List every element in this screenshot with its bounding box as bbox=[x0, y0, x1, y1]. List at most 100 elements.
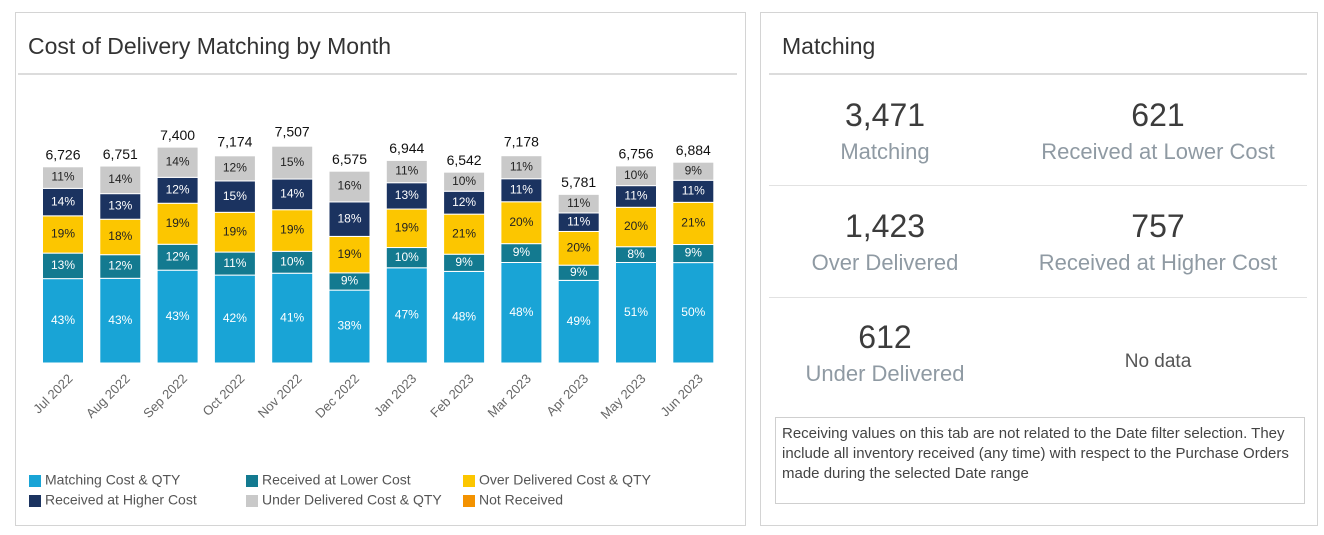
total-label: 6,756 bbox=[618, 146, 653, 162]
data-label: 47% bbox=[395, 308, 419, 322]
x-tick-label: Jul 2022 bbox=[30, 371, 75, 416]
data-label: 43% bbox=[51, 313, 75, 327]
bar-segment bbox=[557, 279, 600, 364]
x-tick-label: Oct 2022 bbox=[200, 371, 248, 419]
row-divider bbox=[769, 185, 1307, 186]
data-label: 12% bbox=[108, 259, 132, 273]
bar-segment bbox=[99, 277, 142, 364]
bar-segment bbox=[271, 209, 314, 252]
row-divider bbox=[769, 297, 1307, 298]
data-label: 42% bbox=[223, 311, 247, 325]
legend-swatch bbox=[29, 475, 41, 487]
data-label: 13% bbox=[395, 188, 419, 202]
data-label: 9% bbox=[685, 246, 703, 260]
total-label: 7,507 bbox=[275, 124, 310, 140]
no-data: No data bbox=[1124, 351, 1192, 372]
divider bbox=[769, 73, 1307, 75]
total-label: 5,781 bbox=[561, 174, 596, 190]
total-label: 7,174 bbox=[217, 133, 252, 149]
data-label: 11% bbox=[624, 189, 647, 203]
data-label: 21% bbox=[681, 216, 705, 230]
bar-segment bbox=[557, 230, 600, 266]
data-label: 11% bbox=[51, 170, 74, 184]
data-label: 9% bbox=[570, 265, 588, 279]
data-label: 11% bbox=[682, 183, 705, 197]
bar-segment bbox=[42, 278, 84, 364]
legend-label: Received at Lower Cost bbox=[262, 472, 411, 488]
data-label: 19% bbox=[337, 247, 361, 261]
x-tick-label: Jun 2023 bbox=[657, 371, 705, 419]
data-label: 48% bbox=[452, 309, 476, 323]
data-label: 16% bbox=[337, 179, 361, 193]
note: Receiving values on this tab are not rel… bbox=[775, 417, 1305, 504]
data-label: 11% bbox=[223, 256, 246, 270]
legend-label: Over Delivered Cost & QTY bbox=[479, 472, 652, 488]
legend-swatch bbox=[463, 495, 475, 507]
data-label: 10% bbox=[280, 254, 304, 268]
bar-segment bbox=[213, 274, 256, 364]
total-label: 6,575 bbox=[332, 151, 367, 167]
bar-segment bbox=[156, 269, 199, 364]
data-label: 14% bbox=[108, 172, 132, 186]
kpi-value: 3,471 bbox=[844, 97, 926, 133]
x-tick-label: Feb 2023 bbox=[427, 371, 476, 420]
bar-segment bbox=[213, 155, 256, 182]
total-label: 6,944 bbox=[389, 140, 424, 156]
kpi-value: 621 bbox=[1131, 97, 1185, 133]
bar-segment bbox=[99, 193, 142, 220]
x-tick-label: Sep 2022 bbox=[140, 371, 190, 421]
data-label: 11% bbox=[567, 214, 590, 228]
total-label: 6,726 bbox=[45, 146, 80, 162]
bar-segment bbox=[615, 206, 657, 248]
data-label: 49% bbox=[567, 314, 591, 328]
legend-swatch bbox=[246, 495, 258, 507]
data-label: 14% bbox=[51, 194, 75, 208]
data-label: 41% bbox=[280, 310, 304, 324]
data-label: 12% bbox=[166, 249, 190, 263]
legend-swatch bbox=[463, 475, 475, 487]
total-label: 6,542 bbox=[447, 152, 482, 168]
data-label: 19% bbox=[51, 227, 75, 241]
data-label: 8% bbox=[627, 247, 645, 261]
data-label: 19% bbox=[166, 216, 190, 230]
data-label: 43% bbox=[108, 313, 132, 327]
bar-segment bbox=[99, 165, 142, 195]
chart-panel: Cost of Delivery Matching by Month 43% 13… bbox=[15, 12, 746, 526]
legend-label: Received at Higher Cost bbox=[45, 492, 197, 508]
kpi-value: 1,423 bbox=[844, 208, 926, 244]
bar-segment bbox=[156, 202, 199, 245]
bar-segment bbox=[615, 165, 657, 187]
bar-segment bbox=[271, 272, 314, 364]
legend-swatch bbox=[29, 495, 41, 507]
data-label: 9% bbox=[455, 255, 473, 269]
x-tick-label: May 2023 bbox=[598, 371, 649, 422]
data-label: 12% bbox=[166, 182, 190, 196]
data-label: 43% bbox=[166, 309, 190, 323]
data-label: 50% bbox=[681, 305, 705, 319]
bar-segment bbox=[672, 161, 715, 181]
x-tick-label: Dec 2022 bbox=[312, 371, 362, 421]
data-label: 11% bbox=[510, 159, 533, 173]
x-tick-label: Aug 2022 bbox=[83, 371, 133, 421]
bar-segment bbox=[328, 235, 371, 274]
kpi-label: Received at Higher Cost bbox=[1038, 250, 1278, 275]
data-label: 18% bbox=[337, 211, 361, 225]
kpi-label: Received at Lower Cost bbox=[1041, 139, 1275, 164]
bar-segment bbox=[385, 267, 428, 364]
bar-segment bbox=[213, 180, 256, 213]
chart: 43% 13% 19% 14% 11% 6,726 Jul 2022 43% 12% 18% 13%… bbox=[29, 124, 715, 508]
bar-segment bbox=[385, 159, 428, 184]
data-label: 13% bbox=[108, 199, 132, 213]
data-label: 12% bbox=[223, 161, 247, 175]
x-tick-label: Apr 2023 bbox=[543, 371, 591, 419]
total-label: 7,400 bbox=[160, 127, 195, 143]
bar-segment bbox=[500, 261, 543, 364]
kpi-value: 612 bbox=[858, 319, 912, 355]
data-label: 20% bbox=[624, 219, 648, 233]
data-label: 20% bbox=[567, 240, 591, 254]
data-label: 10% bbox=[395, 250, 419, 264]
data-label: 48% bbox=[509, 305, 533, 319]
bar-segment bbox=[156, 146, 199, 178]
bar-segment bbox=[443, 171, 486, 192]
